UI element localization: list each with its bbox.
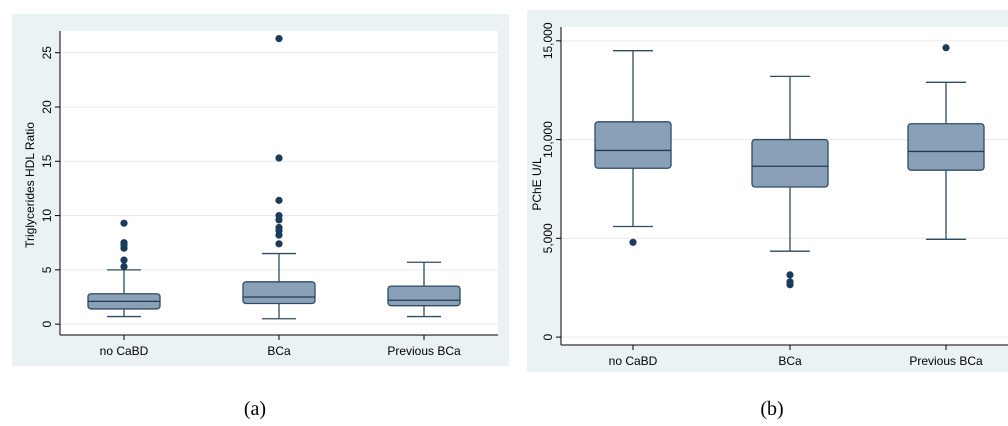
panel-b-boxes bbox=[594, 44, 985, 289]
caption-a: (a) bbox=[244, 398, 266, 420]
outlier-point bbox=[275, 196, 283, 204]
outlier-point bbox=[120, 239, 128, 247]
x-tick-label: BCa bbox=[267, 344, 291, 358]
iqr-box bbox=[387, 285, 461, 307]
y-tick-label: 20 bbox=[40, 100, 54, 114]
outlier-point bbox=[275, 154, 283, 162]
outlier-point bbox=[275, 211, 283, 220]
box-plot-group bbox=[907, 44, 985, 240]
box-plot-group bbox=[751, 75, 829, 289]
x-tick-label: Previous BCa bbox=[387, 344, 461, 358]
y-tick-label: 5,000 bbox=[541, 223, 555, 253]
y-tick-label: 0 bbox=[40, 320, 54, 327]
caption-b: (b) bbox=[760, 398, 783, 420]
y-tick-label: 10 bbox=[40, 209, 54, 223]
outlier-point bbox=[120, 219, 128, 227]
iqr-box bbox=[907, 123, 985, 171]
y-tick-label: 25 bbox=[40, 46, 54, 60]
box-plot-group bbox=[87, 219, 161, 318]
panel-b-chart: 0 5,000 10,000 15,000 no CaBD BCa Previous BCa… bbox=[527, 10, 1008, 372]
panel-a-axes: 0 5 10 15 20 25 no CaBD BCa Previous BCa bbox=[40, 31, 498, 358]
y-tick-label: 10,000 bbox=[541, 121, 555, 158]
x-tick-label: Previous BCa bbox=[909, 354, 983, 368]
outlier-point bbox=[275, 240, 283, 248]
y-tick-label: 5 bbox=[40, 266, 54, 273]
x-tick-label: BCa bbox=[778, 354, 802, 368]
box-plot-group bbox=[387, 261, 461, 318]
x-tick-label: no CaBD bbox=[100, 344, 149, 358]
y-tick-label: 15,000 bbox=[541, 22, 555, 59]
box-plot-group bbox=[242, 35, 316, 320]
iqr-box bbox=[751, 138, 829, 188]
outlier-point bbox=[942, 44, 950, 52]
panel-a-boxes bbox=[87, 35, 461, 320]
panel-b-y-axis-title: PChE U/L bbox=[530, 157, 544, 211]
iqr-box bbox=[594, 121, 672, 169]
y-tick-label: 15 bbox=[40, 154, 54, 168]
panel-b-axes: 0 5,000 10,000 15,000 no CaBD BCa Previous BCa bbox=[541, 22, 1008, 368]
outlier-point bbox=[275, 35, 283, 43]
outlier-point bbox=[629, 238, 637, 246]
panel-a-y-axis-title: Triglycerides HDL Ratio bbox=[23, 122, 37, 248]
outlier-point bbox=[786, 281, 794, 289]
outlier-point bbox=[786, 271, 794, 279]
outlier-point bbox=[275, 223, 283, 232]
y-tick-label: 0 bbox=[541, 333, 555, 340]
panel-a-chart: 0 5 10 15 20 25 no CaBD BCa Previous BCa Triglyc… bbox=[12, 14, 509, 366]
box-plot-group bbox=[594, 50, 672, 246]
x-tick-label: no CaBD bbox=[609, 354, 658, 368]
outlier-point bbox=[120, 256, 128, 264]
iqr-box bbox=[242, 281, 316, 305]
outlier-point bbox=[120, 263, 128, 271]
